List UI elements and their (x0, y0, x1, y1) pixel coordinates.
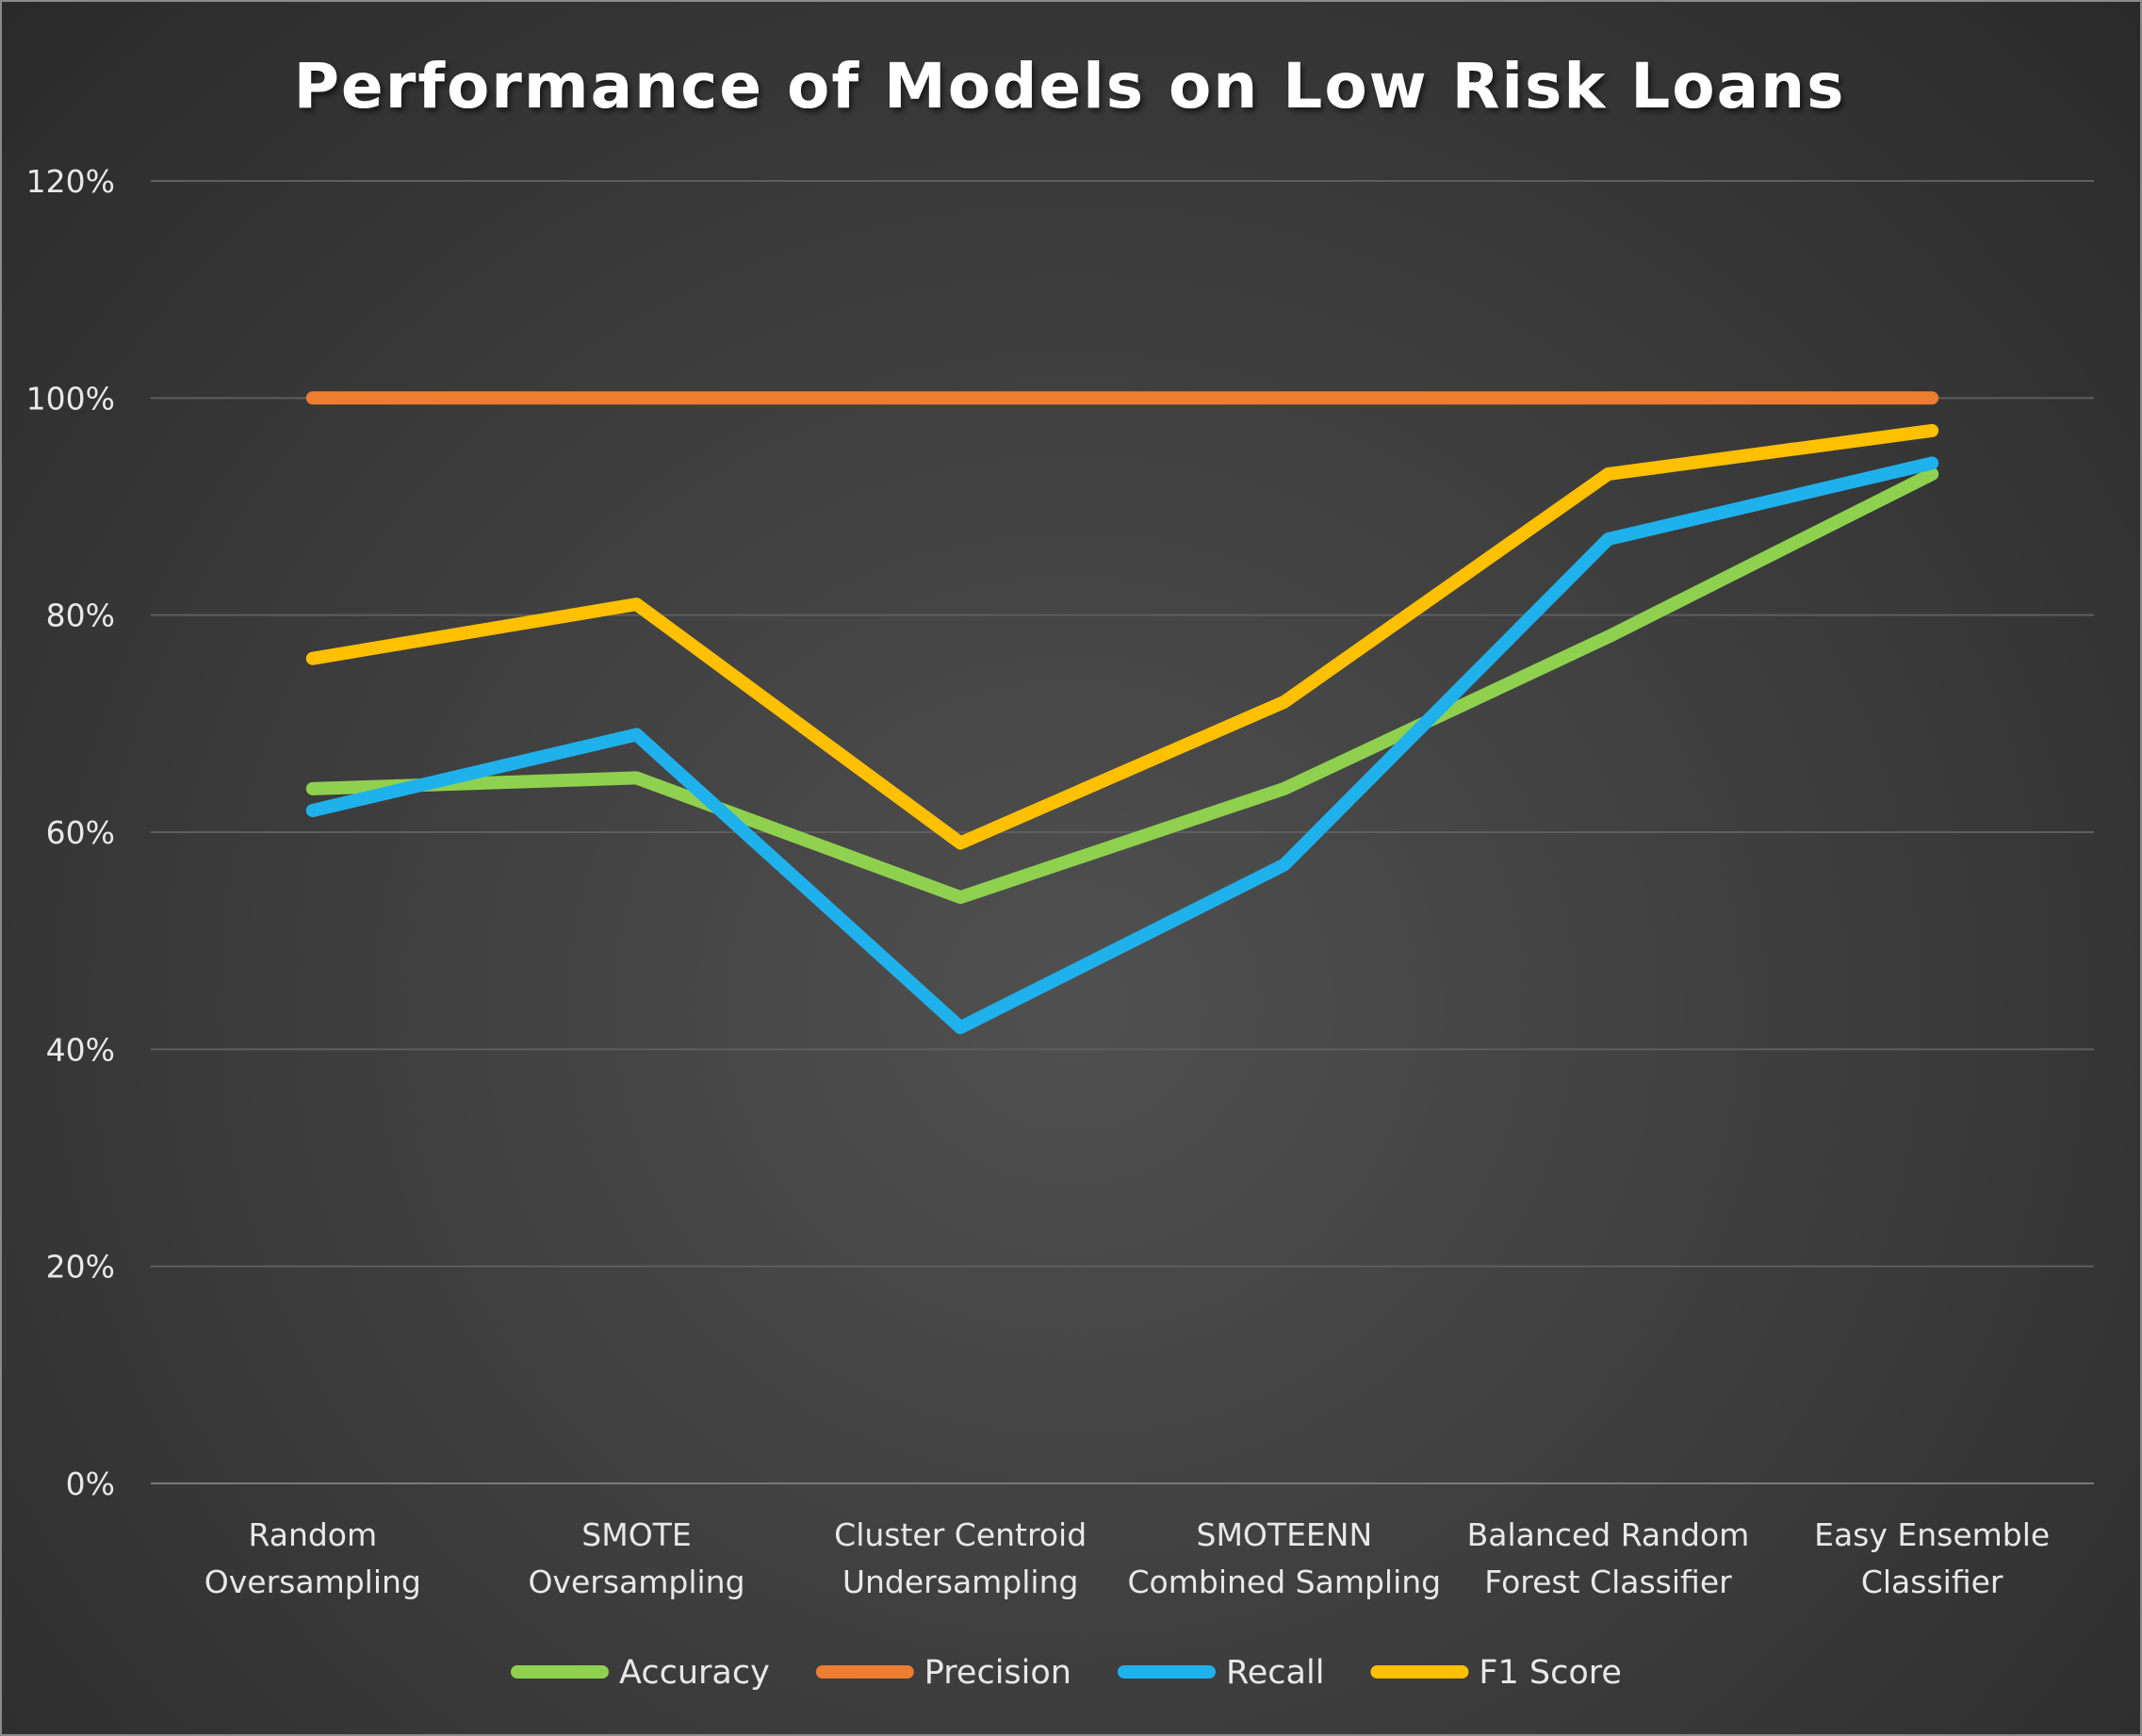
legend-label: Precision (924, 1654, 1071, 1692)
x-category-label: Cluster Centroid Undersampling (834, 1516, 1087, 1600)
x-axis-category-labels: Random Oversampling SMOTE Oversampling Clust… (204, 1516, 2050, 1600)
x-category-label: Random Oversampling (204, 1516, 421, 1600)
series-line-recall (305, 456, 1939, 1035)
y-tick-label: 20% (46, 1249, 115, 1286)
gridlines (151, 180, 2094, 1484)
x-category-label: SMOTEENN Combined Sampling (1128, 1516, 1442, 1600)
legend-label: Accuracy (619, 1654, 770, 1692)
series-line-f1-score (305, 423, 1939, 850)
x-category-label: Balanced Random Forest Classifier (1467, 1516, 1750, 1600)
series-line-accuracy (305, 467, 1939, 905)
y-tick-label: 60% (46, 814, 115, 851)
chart-title: Performance of Models on Low Risk Loans (294, 50, 1846, 123)
series-lines (305, 391, 1939, 1035)
legend-item-accuracy: Accuracy (511, 1654, 770, 1692)
legend-item-recall: Recall (1118, 1654, 1324, 1692)
x-category-label: Easy Ensemble Classifier (1814, 1516, 2050, 1600)
y-tick-label: 100% (26, 380, 115, 417)
legend-label: Recall (1226, 1654, 1324, 1692)
legend-item-f1-score: F1 Score (1370, 1654, 1622, 1692)
legend-item-precision: Precision (815, 1654, 1071, 1692)
y-tick-label: 120% (26, 163, 115, 200)
legend: Accuracy Precision Recall F1 Score (511, 1654, 1622, 1692)
y-tick-label: 40% (46, 1031, 115, 1068)
x-category-label: SMOTE Oversampling (528, 1516, 744, 1600)
y-tick-label: 80% (46, 598, 115, 634)
y-axis-tick-labels: 0% 20% 40% 60% 80% 100% 120% (26, 163, 115, 1502)
y-tick-label: 0% (66, 1466, 115, 1502)
legend-label: F1 Score (1479, 1654, 1622, 1692)
